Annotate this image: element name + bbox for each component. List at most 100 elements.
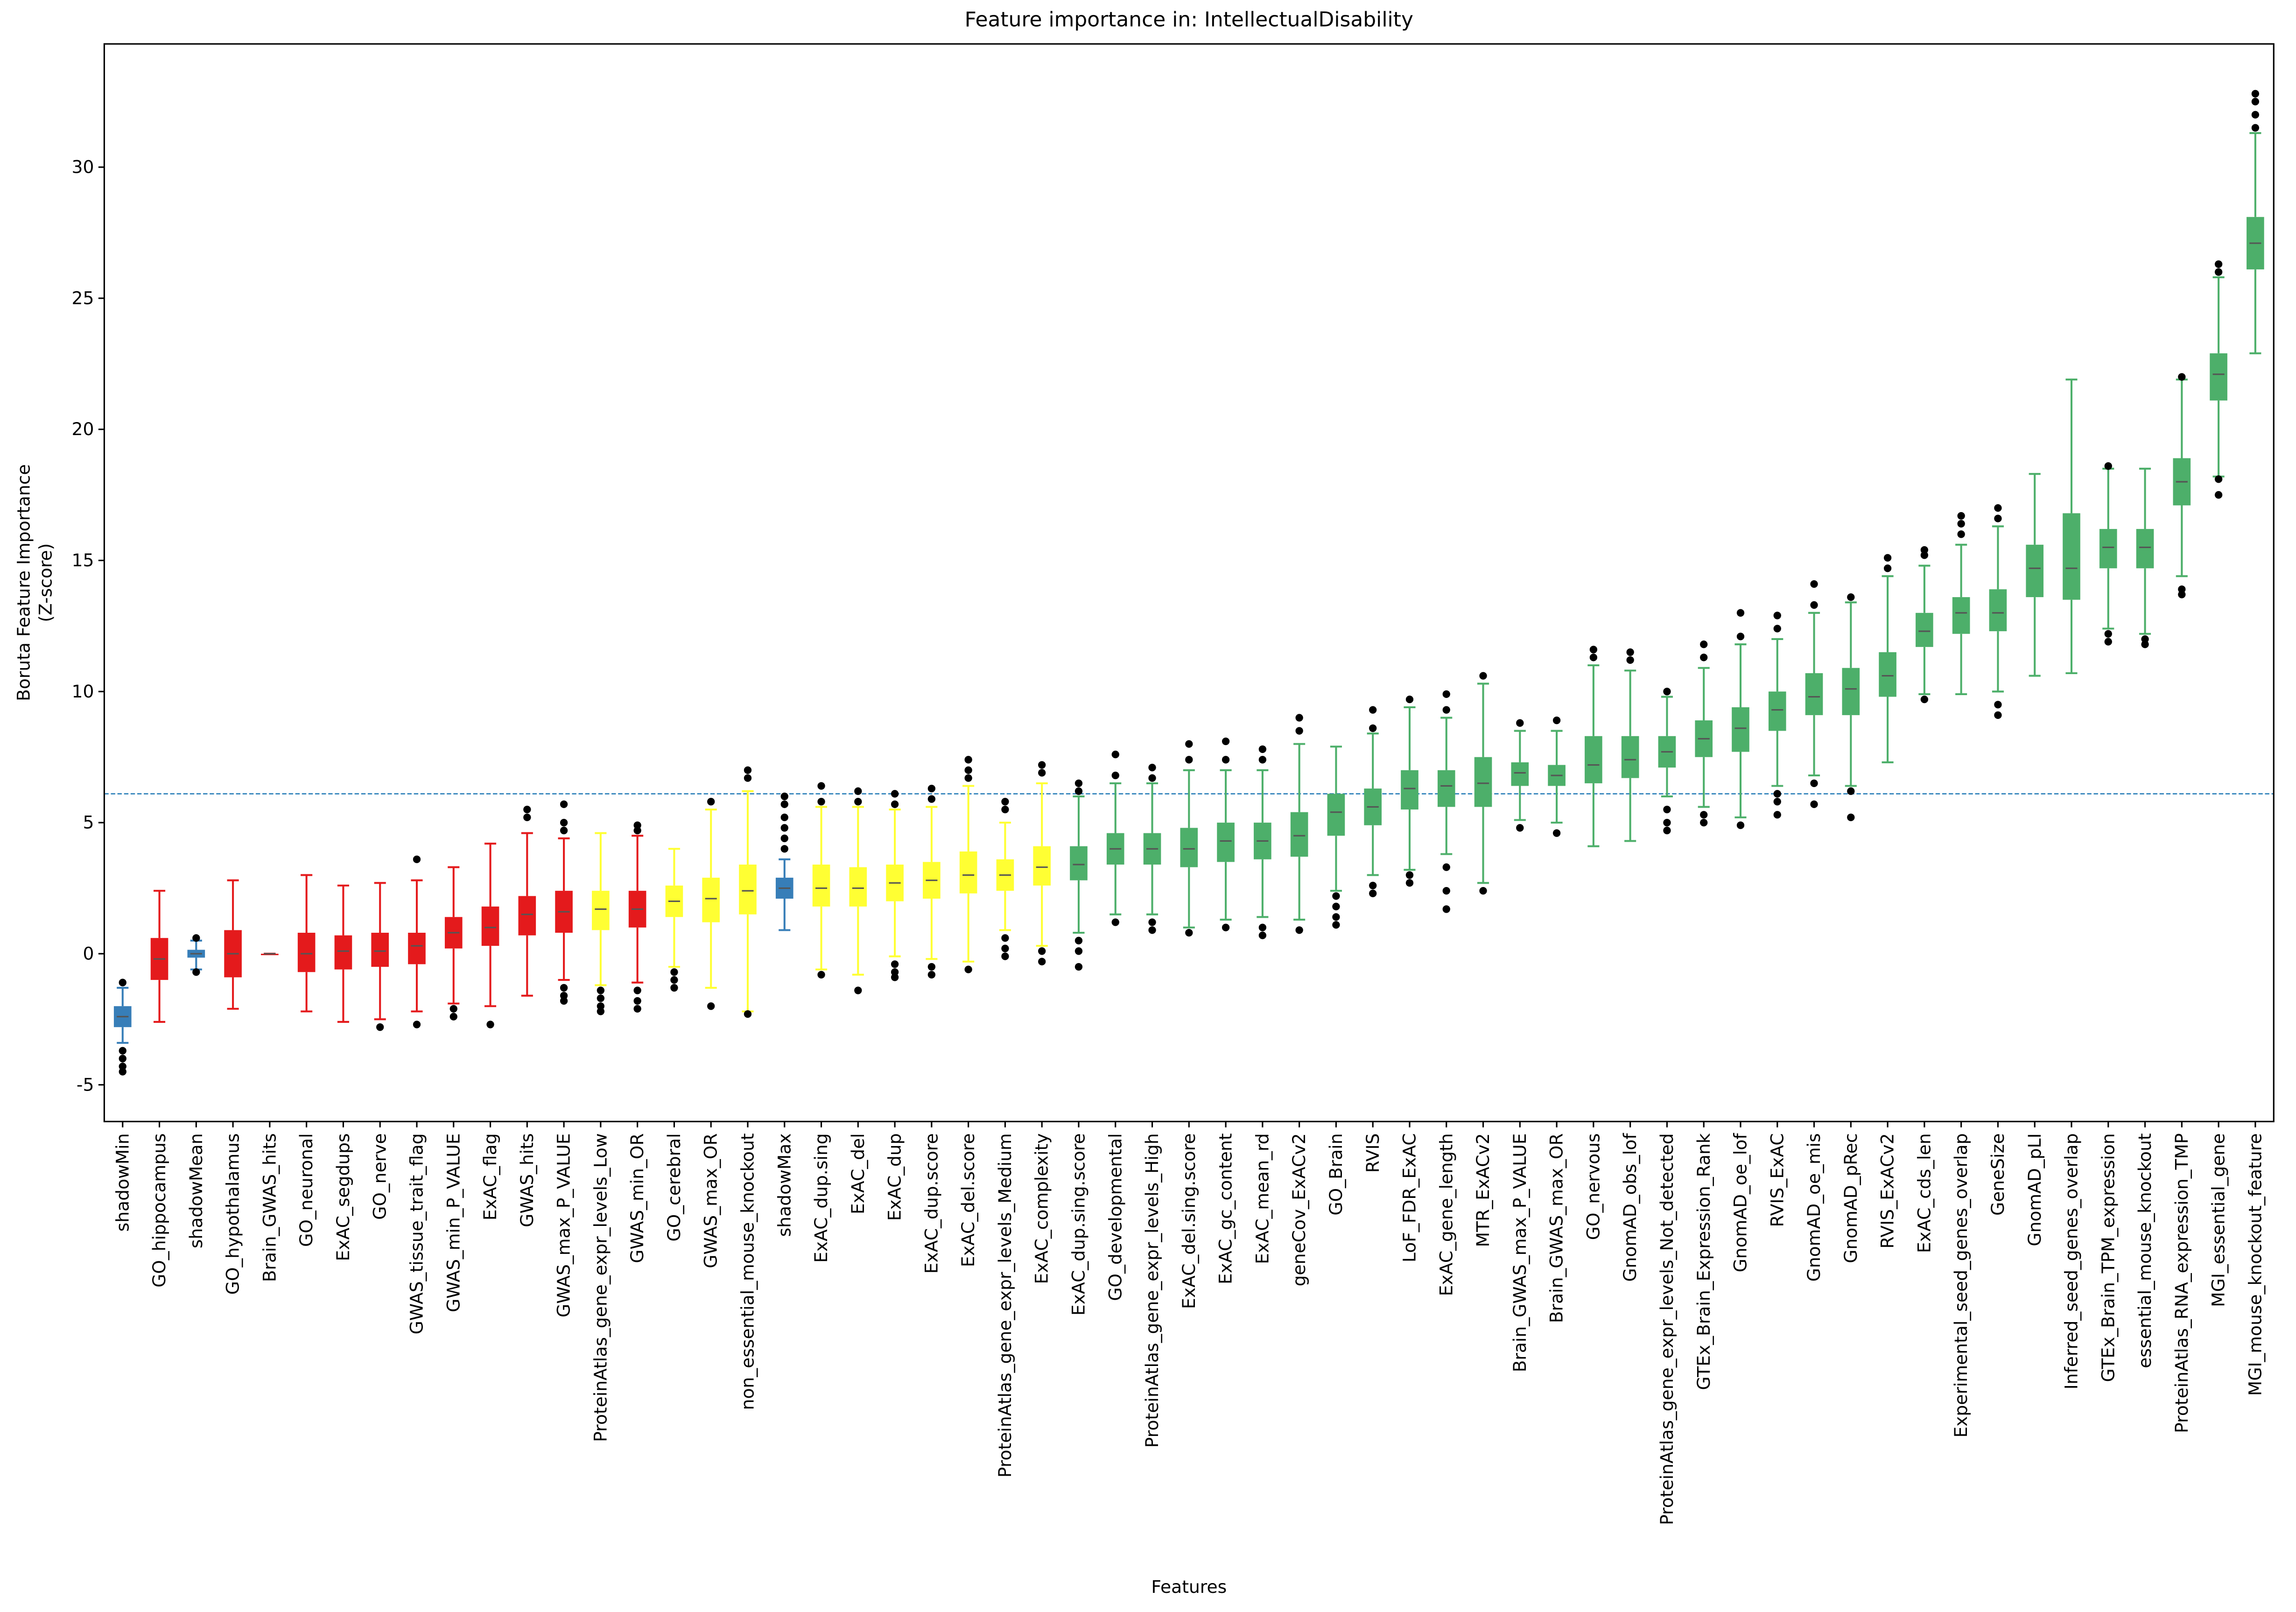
outlier	[780, 813, 788, 822]
outlier	[597, 1007, 605, 1015]
outlier	[1700, 818, 1708, 827]
box	[334, 935, 352, 970]
x-tick-label: ExAC_dup.score	[921, 1133, 941, 1274]
outlier	[119, 1068, 126, 1076]
x-axis-label: Features	[1151, 1577, 1227, 1597]
box	[1952, 597, 1970, 634]
outlier	[1405, 879, 1414, 887]
outlier	[597, 1002, 605, 1010]
box	[1180, 828, 1198, 867]
outlier	[744, 1010, 752, 1018]
outlier	[891, 960, 899, 968]
outlier	[2178, 591, 2186, 598]
outlier	[560, 800, 568, 808]
outlier	[1258, 745, 1267, 753]
y-axis-label: Boruta Feature Importance	[13, 464, 34, 701]
x-tick-label: ExAC_dup.sing.score	[1068, 1133, 1089, 1316]
outlier	[1111, 771, 1119, 780]
outlier	[1810, 779, 1818, 788]
box	[959, 851, 977, 894]
outlier	[1332, 902, 1340, 910]
x-tick-label: GO_cerebral	[664, 1133, 684, 1241]
box	[297, 932, 316, 972]
outlier	[1001, 798, 1009, 806]
y-tick-label: 15	[72, 550, 94, 570]
outlier	[633, 1005, 641, 1013]
outlier	[2251, 124, 2260, 132]
outlier	[1994, 701, 2002, 709]
outlier	[1111, 918, 1119, 926]
outlier	[927, 971, 936, 979]
box	[2099, 529, 2117, 569]
outlier	[780, 834, 788, 842]
box	[2063, 513, 2080, 600]
outlier	[1332, 921, 1340, 929]
outlier	[744, 774, 752, 782]
outlier	[854, 787, 862, 795]
x-tick-label: GO_nerve	[370, 1133, 390, 1219]
box	[1842, 668, 1860, 715]
outlier	[927, 795, 936, 803]
outlier	[1773, 811, 1781, 819]
y-tick-label: 0	[83, 943, 94, 964]
outlier	[780, 824, 788, 832]
outlier	[1663, 805, 1671, 814]
outlier	[1516, 719, 1524, 727]
outlier	[1001, 944, 1009, 952]
outlier	[1479, 887, 1487, 895]
x-tick-label: ProteinAtlas_gene_expr_levels_Low	[590, 1133, 611, 1442]
x-tick-label: GWAS_tissue_trait_flag	[407, 1133, 427, 1334]
x-tick-label: GnomAD_oe_mis	[1804, 1133, 1824, 1281]
box	[2026, 544, 2044, 598]
y-tick-label: -5	[77, 1074, 94, 1095]
outlier	[1222, 737, 1230, 746]
outlier	[2251, 98, 2260, 106]
x-tick-label: ExAC_del	[848, 1133, 868, 1214]
outlier	[1920, 695, 1929, 704]
x-tick-label: ProteinAtlas_RNA_expression_TMP	[2171, 1133, 2192, 1433]
x-tick-label: ProteinAtlas_gene_expr_levels_Not_detect…	[1657, 1133, 1677, 1525]
outlier	[1148, 926, 1156, 934]
x-tick-label: GWAS_max_OR	[701, 1133, 721, 1268]
outlier	[1001, 934, 1009, 942]
outlier	[2104, 630, 2112, 638]
x-tick-label: GO_developmental	[1105, 1133, 1125, 1301]
outlier	[1479, 672, 1487, 680]
outlier	[1369, 706, 1377, 714]
x-tick-label: RVIS_ExAC	[1767, 1133, 1787, 1227]
outlier	[1074, 936, 1083, 944]
outlier	[1589, 646, 1598, 654]
outlier	[1994, 514, 2002, 522]
outlier	[1663, 688, 1671, 696]
x-tick-label: MTR_ExACv2	[1473, 1133, 1493, 1247]
x-tick-label: shadowMin	[112, 1133, 133, 1232]
x-tick-label: ExAC_cds_len	[1914, 1133, 1934, 1253]
outlier	[1773, 612, 1781, 619]
x-tick-label: ExAC_gene_length	[1436, 1133, 1456, 1296]
outlier	[1258, 931, 1267, 939]
x-tick-label: Brain_GWAS_hits	[259, 1133, 280, 1282]
outlier	[1810, 580, 1818, 588]
outlier	[1810, 601, 1818, 609]
outlier	[854, 986, 862, 994]
box	[2210, 353, 2227, 401]
box	[1327, 794, 1345, 836]
outlier	[964, 756, 972, 764]
outlier	[119, 978, 126, 986]
box	[1437, 770, 1455, 807]
x-tick-label: ExAC_gc_content	[1215, 1133, 1236, 1284]
x-tick-label: GO_hypothalamus	[223, 1133, 243, 1295]
outlier	[670, 984, 678, 992]
outlier	[1038, 957, 1046, 965]
outlier	[1148, 764, 1156, 772]
outlier	[523, 805, 531, 814]
outlier	[413, 1021, 421, 1028]
outlier	[780, 800, 788, 808]
outlier	[119, 1055, 126, 1063]
outlier	[891, 973, 899, 981]
outlier	[2178, 373, 2186, 381]
outlier	[597, 994, 605, 1002]
outlier	[413, 855, 421, 863]
outlier	[1994, 504, 2002, 512]
